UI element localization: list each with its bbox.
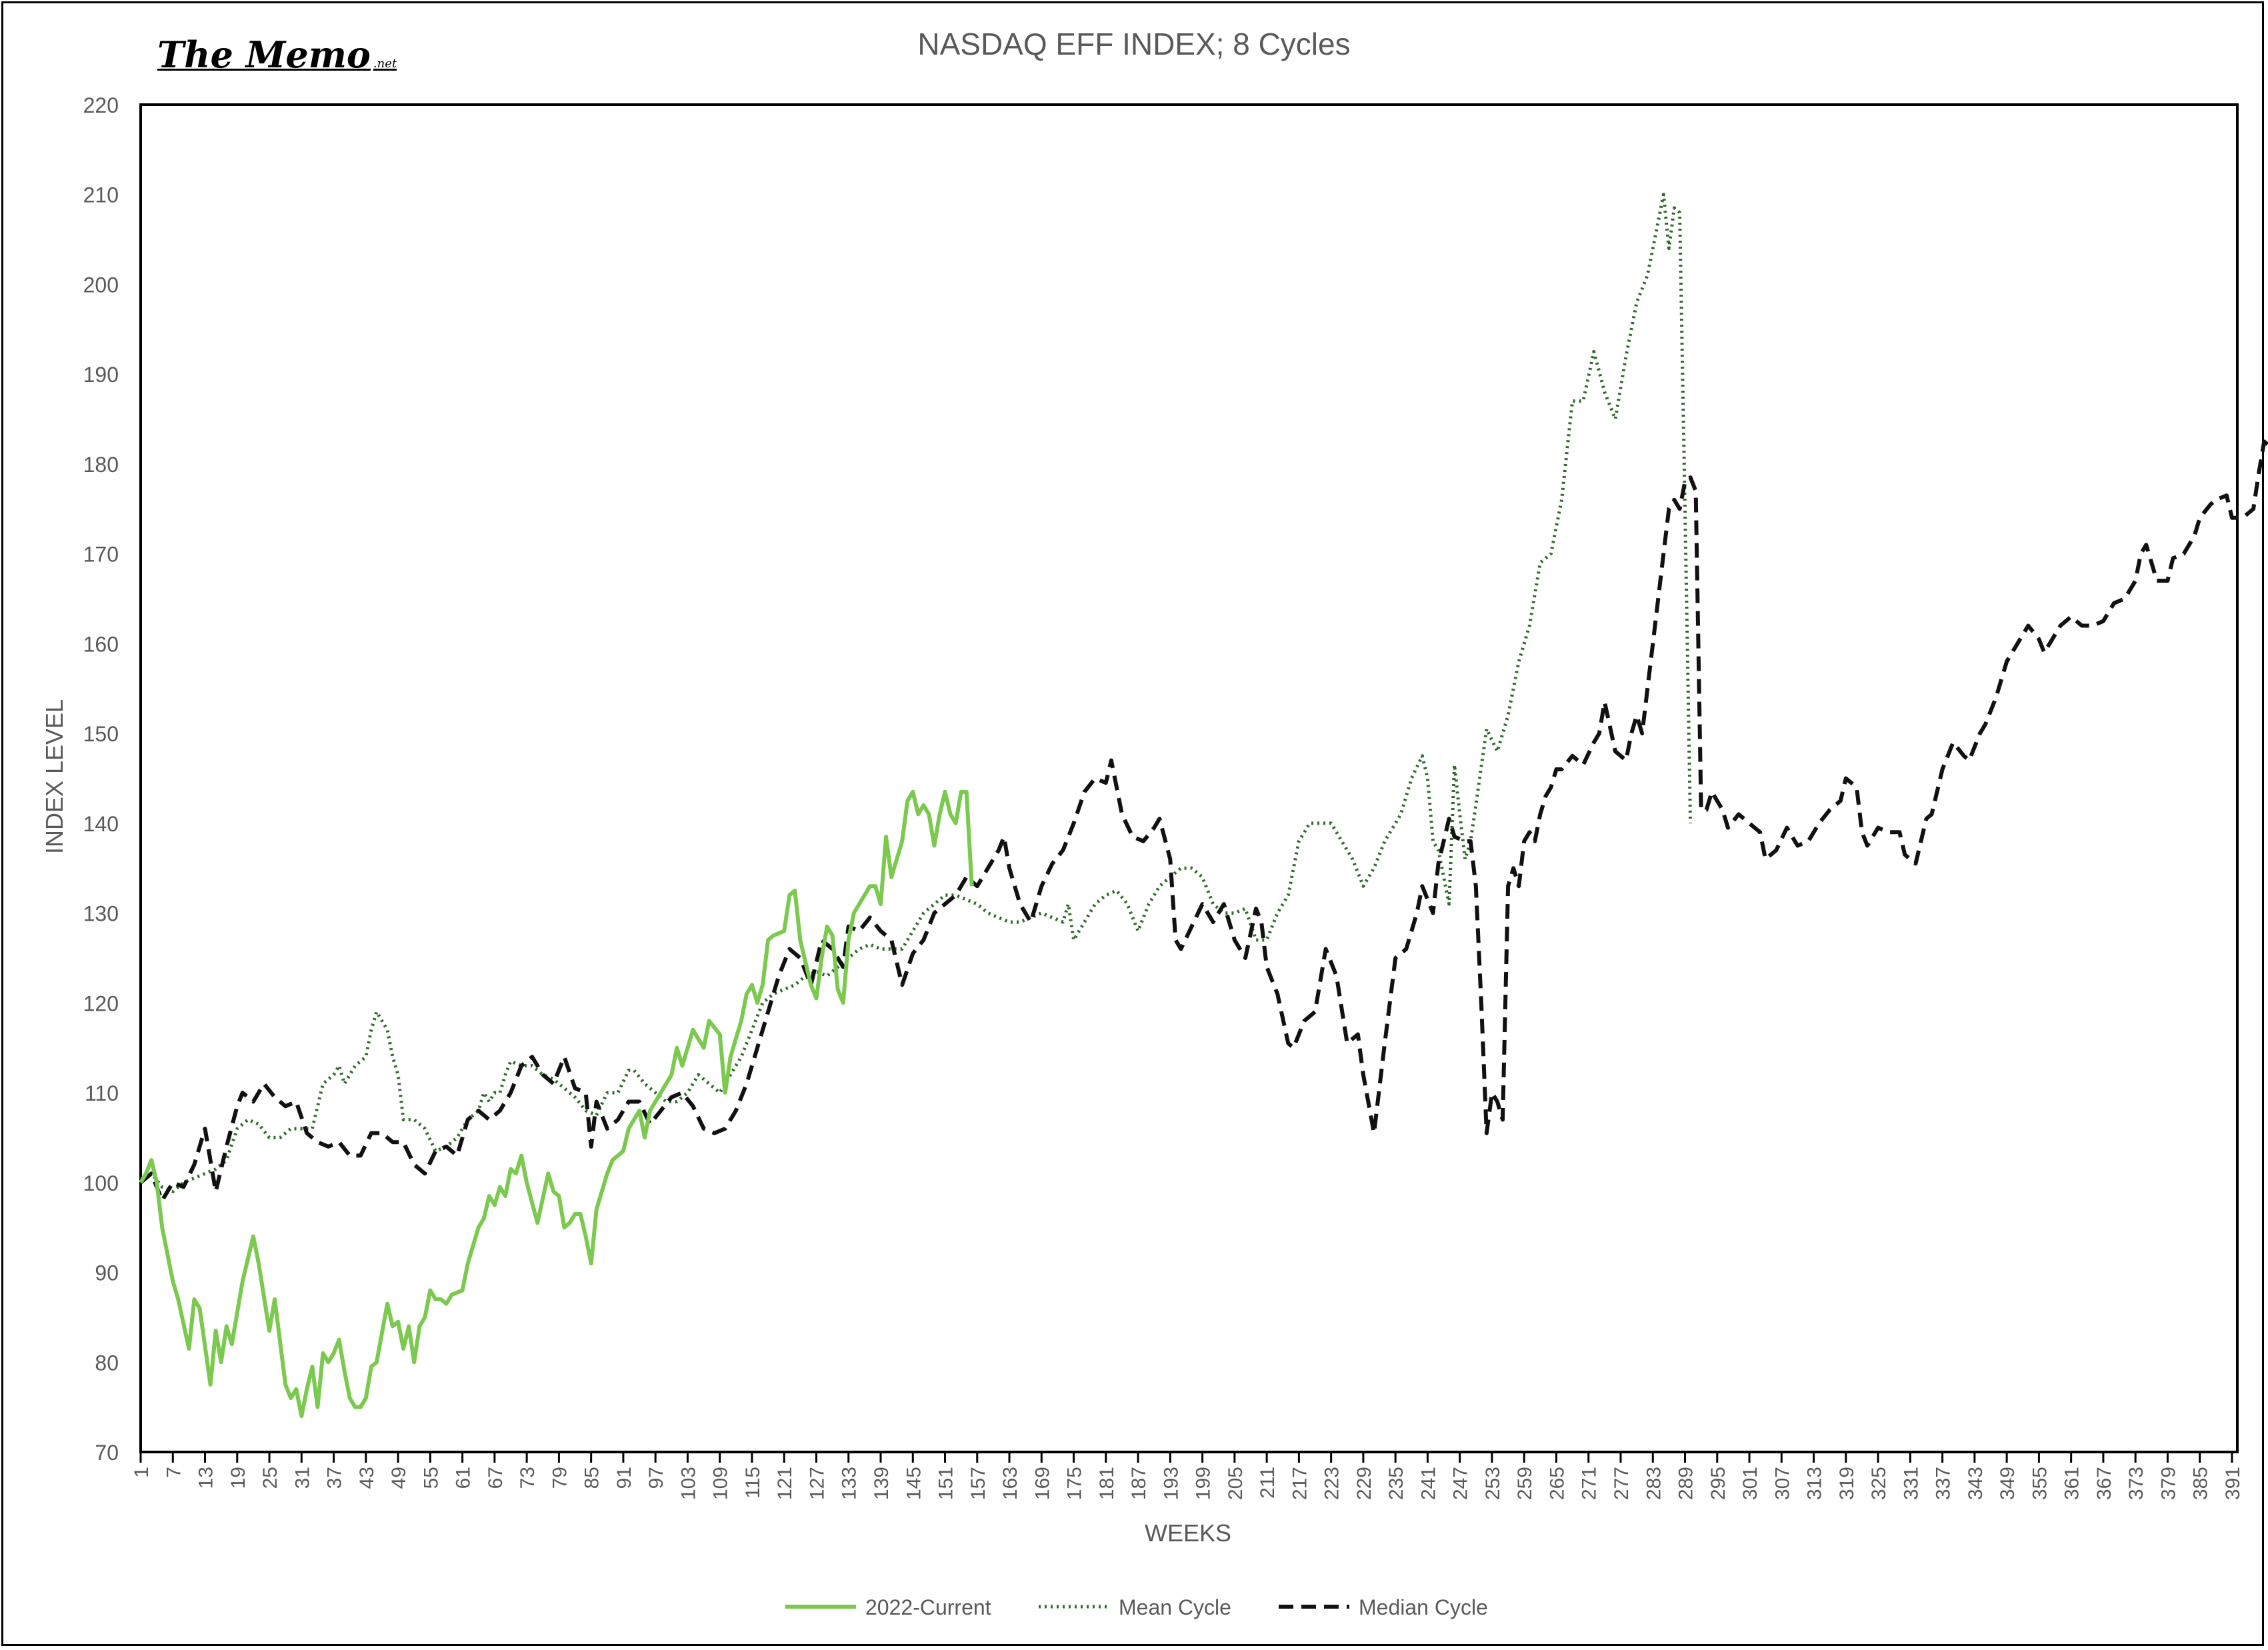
y-tick-label: 160 [83,632,119,656]
x-tick-label: 211 [1257,1467,1279,1499]
x-tick-label: 391 [2222,1467,2244,1500]
x-tick-label: 79 [549,1467,571,1489]
logo-suffix: .net [373,57,397,71]
x-tick-label: 361 [2061,1467,2083,1500]
x-tick-label: 61 [453,1467,475,1489]
x-tick-label: 307 [1771,1467,1793,1500]
x-tick-label: 19 [227,1467,249,1489]
y-axis-label: INDEX LEVEL [41,699,68,854]
x-tick-label: 181 [1096,1467,1118,1500]
x-tick-label: 235 [1385,1467,1407,1500]
x-tick-label: 223 [1321,1467,1343,1500]
legend-label: Mean Cycle [1119,1595,1231,1619]
x-tick-label: 283 [1643,1467,1665,1500]
y-tick-label: 180 [83,453,119,477]
x-tick-label: 253 [1482,1467,1504,1500]
x-tick-label: 157 [967,1467,989,1500]
series-line-mean-cycle [139,193,1693,1193]
x-tick-label: 127 [806,1467,828,1500]
x-tick-label: 247 [1450,1467,1472,1500]
x-tick-label: 49 [388,1467,410,1489]
y-tick-label: 90 [95,1261,119,1285]
series-line-2022-current [139,789,974,1419]
y-tick-label: 140 [83,812,119,836]
x-tick-label: 169 [1031,1467,1053,1500]
x-tick-label: 379 [2157,1467,2179,1500]
y-tick-label: 80 [95,1351,119,1375]
x-tick-label: 229 [1353,1467,1375,1500]
x-tick-label: 43 [356,1467,378,1489]
x-tick-label: 91 [613,1467,635,1489]
y-tick-label: 130 [83,902,119,926]
plot-area [139,103,2239,1453]
x-tick-label: 301 [1739,1467,1761,1500]
x-tick-label: 295 [1707,1467,1729,1500]
x-tick-label: 337 [1933,1467,1955,1500]
x-tick-label: 121 [774,1467,796,1500]
x-tick-label: 175 [1064,1467,1086,1500]
x-tick-label: 367 [2093,1467,2115,1500]
x-tick-label: 313 [1804,1467,1826,1500]
x-tick-label: 55 [420,1467,442,1489]
y-tick-label: 210 [83,183,119,207]
x-tick-label: 85 [581,1467,603,1489]
y-tick-label: 150 [83,722,119,746]
x-tick-label: 265 [1546,1467,1568,1500]
chart-title: NASDAQ EFF INDEX; 8 Cycles [917,27,1350,61]
x-tick-label: 103 [677,1467,699,1500]
x-tick-label: 289 [1675,1467,1697,1500]
x-tick-label: 145 [903,1467,925,1500]
x-tick-label: 163 [999,1467,1021,1500]
x-tick-label: 277 [1611,1467,1633,1500]
x-tick-label: 25 [259,1467,281,1489]
legend: 2022-Current Mean Cycle Median Cycle [785,1595,1488,1619]
x-tick-label: 355 [2029,1467,2051,1500]
x-tick-label: 139 [871,1467,893,1500]
y-tick-label: 190 [83,363,119,387]
x-tick-label: 343 [1965,1467,1987,1500]
x-tick-label: 109 [710,1467,732,1500]
x-tick-label: 187 [1128,1467,1150,1500]
x-tick-label: 205 [1225,1467,1247,1500]
x-tick-label: 37 [324,1467,346,1489]
x-tick-label: 217 [1289,1467,1311,1500]
x-tick-label: 73 [517,1467,539,1489]
x-tick-label: 1 [131,1467,153,1478]
y-tick-label: 220 [83,93,119,117]
x-tick-label: 385 [2190,1467,2212,1500]
x-axis-label: WEEKS [1145,1519,1231,1547]
legend-label: 2022-Current [865,1595,991,1619]
y-tick-label: 70 [95,1441,119,1465]
x-tick-label: 241 [1417,1467,1439,1500]
x-tick-label: 115 [742,1467,764,1499]
x-tick-label: 97 [645,1467,667,1489]
memo-logo: The Memo .net [157,33,397,76]
x-tick-label: 133 [839,1467,861,1500]
x-tick-label: 7 [163,1467,185,1478]
y-tick-label: 120 [83,991,119,1015]
x-tick-label: 31 [291,1467,313,1489]
logo-main: The Memo [157,33,371,76]
x-tick-label: 349 [1997,1467,2019,1500]
x-tick-label: 373 [2125,1467,2147,1500]
y-tick-label: 170 [83,543,119,567]
x-tick-label: 151 [935,1467,957,1500]
x-tick-label: 271 [1579,1467,1601,1500]
x-tick-label: 199 [1193,1467,1215,1500]
x-tick-label: 319 [1836,1467,1858,1500]
y-tick-label: 110 [85,1081,119,1105]
legend-label: Median Cycle [1359,1595,1488,1619]
x-tick-label: 331 [1900,1467,1922,1500]
x-tick-label: 13 [195,1467,217,1489]
x-tick-label: 193 [1160,1467,1182,1500]
series-line-median-cycle [139,439,2268,1203]
y-tick-label: 200 [83,273,119,297]
x-tick-label: 67 [485,1467,507,1489]
x-tick-label: 325 [1868,1467,1890,1500]
y-tick-label: 100 [83,1171,119,1195]
x-tick-label: 259 [1514,1467,1536,1500]
